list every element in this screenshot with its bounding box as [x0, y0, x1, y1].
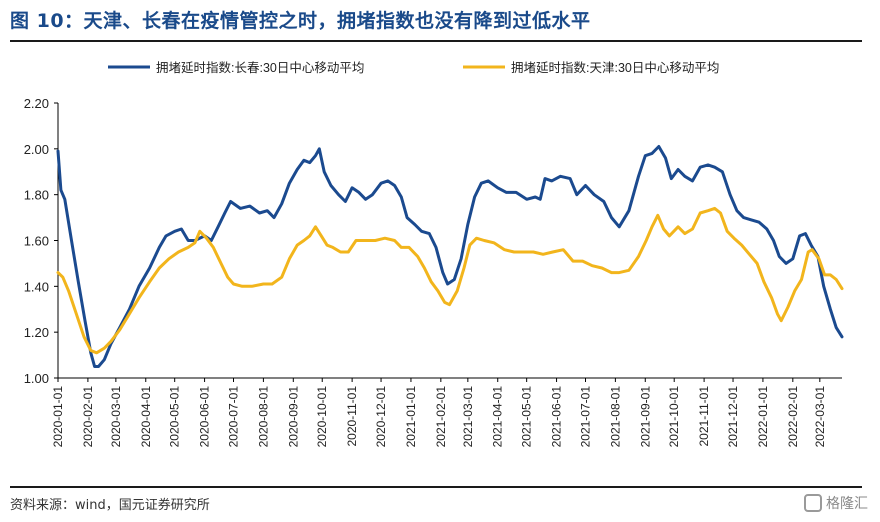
y-tick-label: 1.60	[24, 234, 49, 249]
x-tick-label: 2020-08-01	[256, 386, 270, 448]
x-tick-label: 2020-01-01	[51, 386, 65, 448]
x-tick-label: 2021-07-01	[578, 386, 592, 448]
chart-legend: 拥堵延时指数:长春:30日中心移动平均 拥堵延时指数:天津:30日中心移动平均	[108, 60, 719, 75]
x-tick-label: 2021-10-01	[667, 386, 681, 448]
watermark: 格隆汇	[804, 493, 868, 513]
x-tick-label: 2020-04-01	[139, 386, 153, 448]
y-tick-label: 2.00	[24, 142, 49, 157]
chart-axes: 1.00 1.20 1.40 1.60 1.80 2.00 2.20 2020-01-01 20…	[24, 96, 842, 447]
y-tick-label: 1.00	[24, 371, 49, 386]
x-tick-label: 2020-02-01	[81, 386, 95, 448]
legend-label-changchun: 拥堵延时指数:长春:30日中心移动平均	[156, 60, 364, 75]
y-tick-label: 1.20	[24, 325, 49, 340]
x-tick-label: 2022-01-01	[756, 386, 770, 448]
x-tick-label: 2021-03-01	[461, 386, 475, 448]
chart-plot-area	[56, 145, 844, 368]
source-rule	[10, 486, 862, 488]
x-tick-label: 2020-11-01	[345, 386, 359, 447]
x-tick-label: 2020-06-01	[198, 386, 212, 448]
x-tick-label: 2020-05-01	[168, 386, 182, 448]
x-tick-label: 2021-02-01	[434, 386, 448, 448]
y-tick-label: 2.20	[24, 96, 49, 111]
y-tick-label: 1.40	[24, 279, 49, 294]
x-tick-label: 2021-09-01	[638, 386, 652, 448]
legend-label-tianjin: 拥堵延时指数:天津:30日中心移动平均	[511, 60, 719, 75]
x-tick-label: 2020-09-01	[286, 386, 300, 448]
x-tick-label: 2020-03-01	[109, 386, 123, 448]
series-line-changchun	[56, 145, 844, 368]
x-tick-label: 2022-02-01	[786, 386, 800, 448]
series-line-tianjin	[56, 206, 844, 355]
x-tick-label: 2020-12-01	[374, 386, 388, 448]
figure-title: 图 10：天津、长春在疫情管控之时，拥堵指数也没有降到过低水平	[10, 10, 591, 32]
x-tick-label: 2021-04-01	[491, 386, 505, 448]
x-tick-label: 2021-01-01	[404, 386, 418, 448]
watermark-logo-icon	[804, 494, 822, 512]
x-tick-label: 2022-03-01	[813, 386, 827, 448]
x-tick-label: 2021-11-01	[697, 386, 711, 447]
source-note: 资料来源：wind，国元证券研究所	[10, 498, 210, 513]
title-rule	[10, 40, 862, 42]
watermark-text: 格隆汇	[826, 496, 868, 512]
x-tick-label: 2020-07-01	[227, 386, 241, 448]
x-tick-label: 2020-10-01	[315, 386, 329, 448]
y-tick-label: 1.80	[24, 188, 49, 203]
x-tick-label: 2021-08-01	[608, 386, 622, 448]
x-tick-label: 2021-06-01	[550, 386, 564, 448]
x-tick-label: 2021-05-01	[520, 386, 534, 448]
x-tick-label: 2021-12-01	[726, 386, 740, 448]
